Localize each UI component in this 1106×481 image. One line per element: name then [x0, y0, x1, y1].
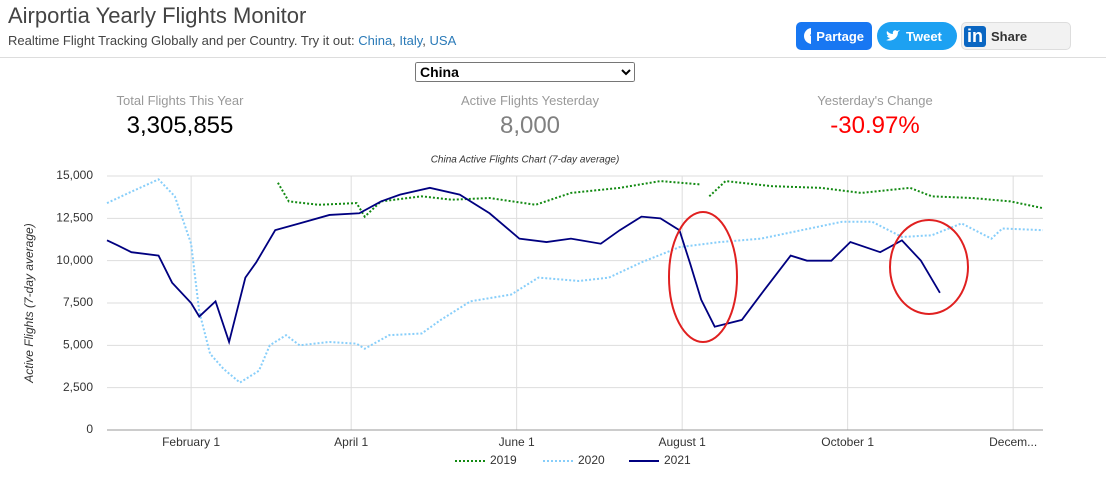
stat: Total Flights This Year 3,305,855 — [30, 93, 330, 140]
divider — [0, 57, 1106, 58]
stat-label: Active Flights Yesterday — [460, 93, 600, 108]
y-tick-label: 2,500 — [63, 380, 93, 394]
y-tick-label: 7,500 — [63, 295, 93, 309]
y-tick-label: 12,500 — [56, 211, 93, 225]
linkedin-button[interactable]: in Share — [961, 22, 1071, 50]
y-axis-label: Active Flights (7-day average) — [22, 223, 36, 383]
line-series — [106, 186, 941, 346]
svg-text:f: f — [810, 29, 811, 44]
stat-value: 8,000 — [499, 112, 561, 139]
stat: Active Flights Yesterday 8,000 — [380, 93, 680, 140]
button-label: Share — [991, 28, 1028, 44]
tweet-button[interactable]: Tweet — [877, 22, 957, 50]
x-tick-label: April 1 — [334, 435, 368, 449]
facebook-button[interactable]: f Partage — [796, 22, 872, 50]
facebook-icon: f — [804, 28, 812, 44]
annotation-circle — [668, 211, 738, 343]
subtitle: Realtime Flight Tracking Globally and pe… — [8, 33, 457, 48]
chart-title: China Active Flights Chart (7-day averag… — [431, 155, 620, 166]
link[interactable]: China — [358, 33, 393, 48]
y-tick-label: 0 — [86, 422, 93, 436]
legend-label: 2020 — [578, 453, 605, 467]
page-title: Airportia Yearly Flights Monitor — [8, 3, 307, 28]
button-label: Partage — [816, 28, 864, 44]
stat: Yesterday's Change -30.97% — [725, 93, 1025, 140]
link[interactable]: USA — [429, 33, 457, 48]
stat-label: Total Flights This Year — [116, 93, 244, 108]
stat-value: -30.97% — [830, 112, 920, 139]
y-tick-label: 15,000 — [56, 168, 93, 182]
y-tick-label: 10,000 — [56, 253, 93, 267]
button-label: Tweet — [906, 28, 942, 44]
x-tick-label: June 1 — [499, 435, 535, 449]
country-select[interactable]: China — [415, 62, 635, 82]
line-series — [277, 180, 702, 219]
twitter-icon — [886, 30, 900, 41]
linkedin-icon: in — [964, 25, 986, 47]
annotation-circle — [889, 219, 969, 315]
legend-label: 2021 — [664, 453, 691, 467]
x-tick-label: February 1 — [162, 435, 220, 449]
legend-label: 2019 — [490, 453, 517, 467]
x-tick-label: Decem... — [989, 435, 1037, 449]
line-series — [106, 178, 1044, 384]
x-tick-label: August 1 — [658, 435, 706, 449]
stat-value: 3,305,855 — [126, 112, 234, 139]
y-tick-label: 5,000 — [63, 338, 93, 352]
x-tick-label: October 1 — [821, 435, 874, 449]
stat-label: Yesterday's Change — [817, 93, 933, 108]
link[interactable]: Italy — [399, 33, 423, 48]
subtitle-text: Realtime Flight Tracking Globally and pe… — [8, 33, 355, 48]
line-series — [708, 180, 1044, 210]
